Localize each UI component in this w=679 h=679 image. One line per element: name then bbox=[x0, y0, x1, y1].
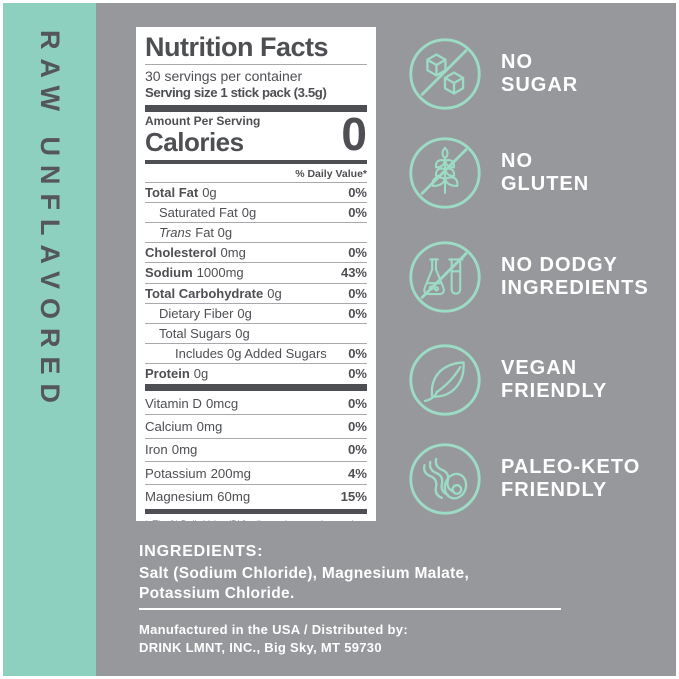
nutrient-name: Total Fat 0g bbox=[145, 185, 217, 201]
badge-no-gluten: NO GLUTEN bbox=[407, 135, 589, 211]
ingredients-block: INGREDIENTS: Salt (Sodium Chloride), Mag… bbox=[139, 543, 469, 604]
ingredients-heading: INGREDIENTS: bbox=[139, 543, 264, 560]
flavor-stripe: RAW UNFLAVORED bbox=[3, 3, 96, 676]
nutrient-name: Total Carbohydrate 0g bbox=[145, 285, 282, 301]
vitamin-name: Vitamin D 0mcg bbox=[145, 395, 239, 411]
nutrient-daily-value: 0% bbox=[348, 305, 367, 321]
badge-label: PALEO-KETO FRIENDLY bbox=[501, 455, 641, 501]
calories-label: Calories bbox=[145, 126, 244, 157]
badge-no-sugar: NO SUGAR bbox=[407, 36, 578, 112]
nutrient-name: Saturated Fat 0g bbox=[159, 205, 257, 221]
nutrient-name: Protein 0g bbox=[145, 365, 209, 381]
divider-hairline bbox=[145, 64, 367, 66]
nutrient-daily-value: 0% bbox=[348, 245, 367, 261]
nutrient-name: Trans Fat 0g bbox=[159, 225, 233, 241]
footnote-text: The % Daily Value (DV) tells you how muc… bbox=[153, 519, 367, 521]
manufacturer-block: Manufactured in the USA / Distributed by… bbox=[139, 621, 408, 657]
nutrition-facts-title: Nutrition Facts bbox=[145, 32, 329, 62]
serving-size: Serving size 1 stick pack (3.5g) bbox=[145, 85, 327, 101]
nutrient-daily-value: 43% bbox=[340, 265, 367, 281]
nutrient-rows: Total Fat 0g 0% Saturated Fat 0g 0% Trans F… bbox=[145, 182, 367, 383]
nutrient-row: Total Sugars 0g bbox=[145, 322, 367, 343]
vitamin-row: Potassium 200mg 4% bbox=[145, 461, 367, 484]
vitamin-name: Magnesium 60mg bbox=[145, 488, 251, 504]
vitamin-rows: Vitamin D 0mcg 0% Calcium 0mg 0% Iron 0mg 0… bbox=[145, 392, 367, 508]
badge-vegan-friendly: VEGAN FRIENDLY bbox=[407, 342, 607, 418]
thick-rule bbox=[145, 384, 367, 392]
footer-divider bbox=[139, 608, 561, 610]
badge-paleo-keto-friendly: PALEO-KETO FRIENDLY bbox=[407, 441, 640, 517]
nutrient-name: Total Sugars 0g bbox=[159, 325, 250, 341]
no-gluten-icon bbox=[407, 135, 483, 211]
servings-per-container: 30 servings per container bbox=[145, 68, 303, 85]
nutrient-row: Includes 0g Added Sugars 0% bbox=[145, 342, 367, 363]
badge-label: NO DODGY INGREDIENTS bbox=[501, 253, 649, 299]
badge-no-dodgy-ingredients: NO DODGY INGREDIENTS bbox=[407, 239, 649, 315]
nutrient-row: Saturated Fat 0g 0% bbox=[145, 202, 367, 222]
vegan-leaf-icon bbox=[407, 342, 483, 418]
thick-rule bbox=[145, 104, 367, 112]
vitamin-daily-value: 0% bbox=[347, 442, 367, 458]
amount-per-serving-label: Amount Per Serving bbox=[145, 113, 261, 128]
medium-rule bbox=[145, 508, 367, 514]
daily-value-footnote: * The % Daily Value (DV) tells you how m… bbox=[145, 515, 367, 521]
vitamin-row: Vitamin D 0mcg 0% bbox=[145, 392, 367, 414]
nutrient-name: Cholesterol 0mg bbox=[145, 245, 246, 261]
nutrient-name: Includes 0g Added Sugars bbox=[175, 345, 327, 361]
ingredients-line-1: Salt (Sodium Chloride), Magnesium Malate… bbox=[139, 565, 470, 582]
no-sugar-icon bbox=[407, 36, 483, 112]
medium-rule bbox=[145, 160, 367, 165]
badge-label: VEGAN FRIENDLY bbox=[501, 356, 608, 402]
footnote-asterisk: * bbox=[145, 519, 149, 521]
vitamin-daily-value: 15% bbox=[340, 488, 367, 504]
nutrition-facts-panel: Nutrition Facts 30 servings per containe… bbox=[136, 27, 376, 521]
vitamin-name: Potassium 200mg bbox=[145, 465, 251, 481]
nutrient-row: Trans Fat 0g bbox=[145, 222, 367, 242]
nutrient-row: Sodium 1000mg 43% bbox=[145, 262, 367, 282]
nutrient-daily-value: 0% bbox=[348, 285, 367, 301]
ingredients-line-2: Potassium Chloride. bbox=[139, 585, 295, 603]
distributor-line: DRINK LMNT, INC., Big Sky, MT 59730 bbox=[139, 640, 382, 656]
nutrient-row: Cholesterol 0mg 0% bbox=[145, 242, 367, 262]
flavor-name: RAW UNFLAVORED bbox=[35, 30, 65, 412]
nutrient-daily-value: 0% bbox=[348, 185, 367, 201]
vitamin-row: Calcium 0mg 0% bbox=[145, 414, 367, 437]
calories-value: 0 bbox=[341, 107, 367, 160]
nutrient-name: Sodium 1000mg bbox=[145, 265, 244, 281]
daily-value-header: % Daily Value* bbox=[295, 168, 367, 181]
nutrient-row: Total Carbohydrate 0g 0% bbox=[145, 282, 367, 303]
nutrient-name: Dietary Fiber 0g bbox=[159, 305, 252, 321]
vitamin-daily-value: 4% bbox=[347, 465, 367, 481]
vitamin-row: Magnesium 60mg 15% bbox=[145, 484, 367, 507]
vitamin-daily-value: 0% bbox=[347, 418, 367, 434]
paleo-keto-bacon-egg-icon bbox=[407, 441, 483, 517]
no-dodgy-ingredients-icon bbox=[407, 239, 483, 315]
vitamin-daily-value: 0% bbox=[347, 395, 367, 411]
nutrient-row: Dietary Fiber 0g 0% bbox=[145, 302, 367, 323]
vitamin-name: Calcium 0mg bbox=[145, 418, 223, 434]
nutrient-daily-value: 0% bbox=[348, 345, 367, 361]
manufactured-line: Manufactured in the USA / Distributed by… bbox=[139, 622, 408, 637]
badge-label: NO GLUTEN bbox=[501, 149, 590, 195]
calories-block: Amount Per Serving Calories 0 bbox=[145, 107, 367, 160]
nutrient-daily-value: 0% bbox=[348, 205, 367, 221]
vitamin-row: Iron 0mg 0% bbox=[145, 437, 367, 461]
badge-label: NO SUGAR bbox=[501, 50, 579, 96]
nutrient-row: Protein 0g 0% bbox=[145, 362, 367, 383]
vitamin-name: Iron 0mg bbox=[145, 442, 198, 458]
nutrient-row: Total Fat 0g 0% bbox=[145, 182, 367, 202]
nutrient-daily-value: 0% bbox=[348, 365, 367, 381]
